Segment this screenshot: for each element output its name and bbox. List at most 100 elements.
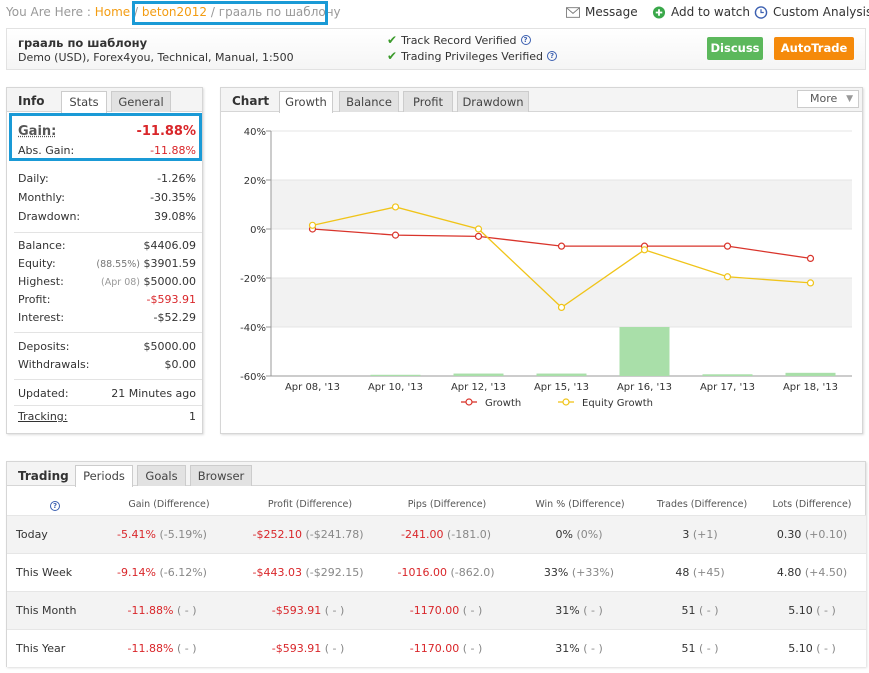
- system-name: грааль по шаблону: [18, 36, 148, 50]
- gain-value: -5.41%: [117, 528, 156, 541]
- cell-profit: -$252.10 (-$241.78): [238, 528, 378, 541]
- win-value: 31%: [555, 642, 580, 655]
- pips-value: -1016.00: [397, 566, 447, 579]
- tab-drawdown[interactable]: Drawdown: [457, 91, 529, 112]
- trades-value: 3: [682, 528, 690, 541]
- cell-win: 33% (+33%): [509, 566, 649, 579]
- cell-win: 0% (0%): [509, 528, 649, 541]
- autotrade-button[interactable]: AutoTrade: [774, 37, 854, 60]
- withdrawals-row: Withdrawals: $0.00: [18, 358, 196, 371]
- growth-chart: 40% 20% 0% -20% -40% -60% Apr 08, '13 Apr 10, '…: [240, 127, 852, 409]
- period-label: Today: [16, 528, 48, 541]
- monthly-label: Monthly:: [18, 191, 65, 204]
- pips-difference: (-181.0): [446, 528, 491, 541]
- profit-row: Profit: -$593.91: [18, 293, 196, 306]
- gain-value: -11.88%: [136, 124, 196, 139]
- monthly-row: Monthly: -30.35%: [18, 191, 196, 204]
- series-point: [474, 232, 483, 240]
- series-point: [308, 221, 317, 229]
- breadcrumb-system-name: грааль по шаблону: [218, 5, 341, 19]
- y-tick-label: 40%: [244, 127, 266, 138]
- track-record-label: Track Record Verified: [401, 33, 517, 47]
- win-value: 33%: [543, 566, 569, 579]
- equity-percent: (88.55%): [96, 259, 140, 270]
- tab-growth[interactable]: Growth: [279, 91, 333, 113]
- divider: [14, 332, 202, 333]
- lots-value: 5.10: [788, 642, 813, 655]
- x-tick-label: Apr 08, '13: [285, 382, 340, 393]
- withdrawals-value: $0.00: [164, 358, 197, 371]
- balance-row: Balance: $4406.09: [18, 239, 196, 252]
- cell-gain: -11.88% ( - ): [92, 604, 232, 617]
- x-tick-label: Apr 18, '13: [783, 382, 838, 393]
- updated-row: Updated: 21 Minutes ago: [18, 387, 196, 400]
- pips-difference: ( - ): [462, 604, 483, 617]
- tab-stats[interactable]: Stats: [61, 91, 107, 113]
- series-point: [557, 242, 566, 250]
- more-label: More: [810, 92, 838, 105]
- tab-browser[interactable]: Browser: [190, 465, 252, 486]
- clock-icon: [754, 5, 768, 19]
- more-dropdown[interactable]: More ▼: [797, 90, 859, 108]
- profit-value: -$593.91: [146, 293, 196, 306]
- message-link[interactable]: Message: [566, 5, 638, 19]
- help-icon[interactable]: ?: [547, 51, 557, 61]
- gain-highlight-box: [9, 113, 202, 161]
- pips-value: -1170.00: [409, 642, 460, 655]
- breadcrumb-prefix: You Are Here :: [6, 5, 91, 19]
- period-label: This Month: [16, 604, 77, 617]
- tracking-link[interactable]: Tracking:: [18, 410, 68, 423]
- gain-difference: (-6.12%): [159, 566, 207, 579]
- legend-label: Equity Growth: [582, 398, 653, 409]
- breadcrumb-account-link[interactable]: beton2012: [141, 5, 208, 19]
- account-description: Demo (USD), Forex4you, Technical, Manual…: [18, 51, 294, 64]
- trading-tabbar: [7, 462, 865, 486]
- breadcrumb-home-link[interactable]: Home: [94, 5, 131, 19]
- cell-lots: 5.10 ( - ): [742, 604, 869, 617]
- track-record-verified: ✔ Track Record Verified ?: [387, 33, 531, 47]
- info-panel: Info Stats General Gain: -11.88% Abs. Ga…: [6, 87, 203, 434]
- info-title: Info: [18, 94, 45, 108]
- series-point: [474, 225, 483, 233]
- lots-difference: ( - ): [816, 604, 836, 617]
- help-icon[interactable]: ?: [50, 501, 60, 511]
- x-tick-label: Apr 16, '13: [617, 382, 672, 393]
- win-difference: (0%): [576, 528, 603, 541]
- tab-goals[interactable]: Goals: [137, 465, 186, 486]
- add-to-watch-link[interactable]: Add to watch: [652, 5, 750, 19]
- equity-value: $3901.59: [143, 257, 197, 270]
- lots-difference: (+4.50): [804, 566, 848, 579]
- gain-row: Gain: -11.88%: [18, 124, 196, 139]
- tab-balance[interactable]: Balance: [339, 91, 399, 112]
- volume-bar: [453, 373, 504, 376]
- cell-profit: -$593.91 ( - ): [238, 642, 378, 655]
- trades-difference: ( - ): [698, 642, 719, 655]
- tab-general[interactable]: General: [111, 91, 171, 112]
- cell-pips: -241.00 (-181.0): [376, 528, 516, 541]
- grid-band: [271, 278, 852, 327]
- help-icon[interactable]: ?: [520, 35, 531, 45]
- cell-lots: 5.10 ( - ): [742, 642, 869, 655]
- x-tick-label: Apr 10, '13: [368, 382, 423, 393]
- tab-profit[interactable]: Profit: [403, 91, 453, 112]
- discuss-button[interactable]: Discuss: [707, 37, 763, 60]
- custom-analysis-link[interactable]: Custom Analysis: [754, 5, 869, 19]
- series-point: [806, 254, 815, 262]
- trades-value: 51: [681, 642, 696, 655]
- cell-profit: -$443.03 (-$292.15): [238, 566, 378, 579]
- header-lots: Lots (Difference): [772, 499, 852, 510]
- tab-periods[interactable]: Periods: [75, 465, 133, 487]
- withdrawals-label: Withdrawals:: [18, 358, 90, 371]
- deposits-row: Deposits: $5000.00: [18, 340, 196, 353]
- profit-value: -$252.10: [252, 528, 302, 541]
- cell-trades: 51 ( - ): [630, 604, 770, 617]
- cell-lots: 0.30 (+0.10): [742, 528, 869, 541]
- breadcrumb-separator: /: [210, 5, 215, 19]
- win-value: 31%: [555, 604, 580, 617]
- cell-lots: 4.80 (+4.50): [742, 566, 869, 579]
- profit-difference: ( - ): [324, 604, 345, 617]
- checkmark-icon: ✔: [387, 49, 398, 63]
- account-header: грааль по шаблону Demo (USD), Forex4you,…: [6, 28, 866, 70]
- table-row: Today -5.41% (-5.19%) -$252.10 (-$241.78) -…: [7, 515, 866, 553]
- profit-difference: (-$241.78): [305, 528, 364, 541]
